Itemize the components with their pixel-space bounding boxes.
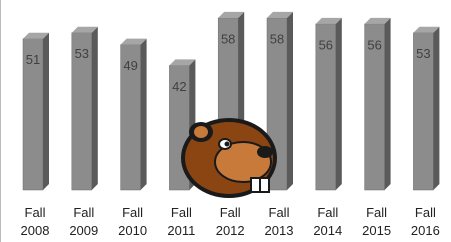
value-label: 58 [221,31,235,46]
x-tick-label: Fall 2015 [360,204,394,240]
mascot [181,118,277,198]
bar-side [43,33,49,190]
bar-side [385,18,391,190]
chart: 51 53 49 42 58 58 56 56 53 Fall 2008 Fall 2009 Fal… [0,0,451,242]
value-label: 42 [172,79,186,94]
x-tick-label: Fall 2014 [311,204,345,240]
value-label: 53 [75,46,89,61]
x-tick-label: Fall 2013 [262,204,296,240]
x-tick-label: Fall 2008 [18,204,52,240]
value-label: 56 [319,37,333,52]
x-tick-label: Fall 2011 [164,204,198,240]
x-tick-label: Fall 2016 [408,204,442,240]
bar-side [141,39,147,190]
x-tick-label: Fall 2012 [213,204,247,240]
value-label: 51 [26,52,40,67]
x-tick-label: Fall 2010 [116,204,150,240]
bar-side [433,27,439,190]
bar-side [336,18,342,190]
value-label: 58 [270,31,284,46]
bar-side [287,12,293,190]
value-label: 56 [367,37,381,52]
bar-side [92,27,98,190]
value-label: 53 [416,46,430,61]
value-label: 49 [123,58,137,73]
x-tick-label: Fall 2009 [67,204,101,240]
